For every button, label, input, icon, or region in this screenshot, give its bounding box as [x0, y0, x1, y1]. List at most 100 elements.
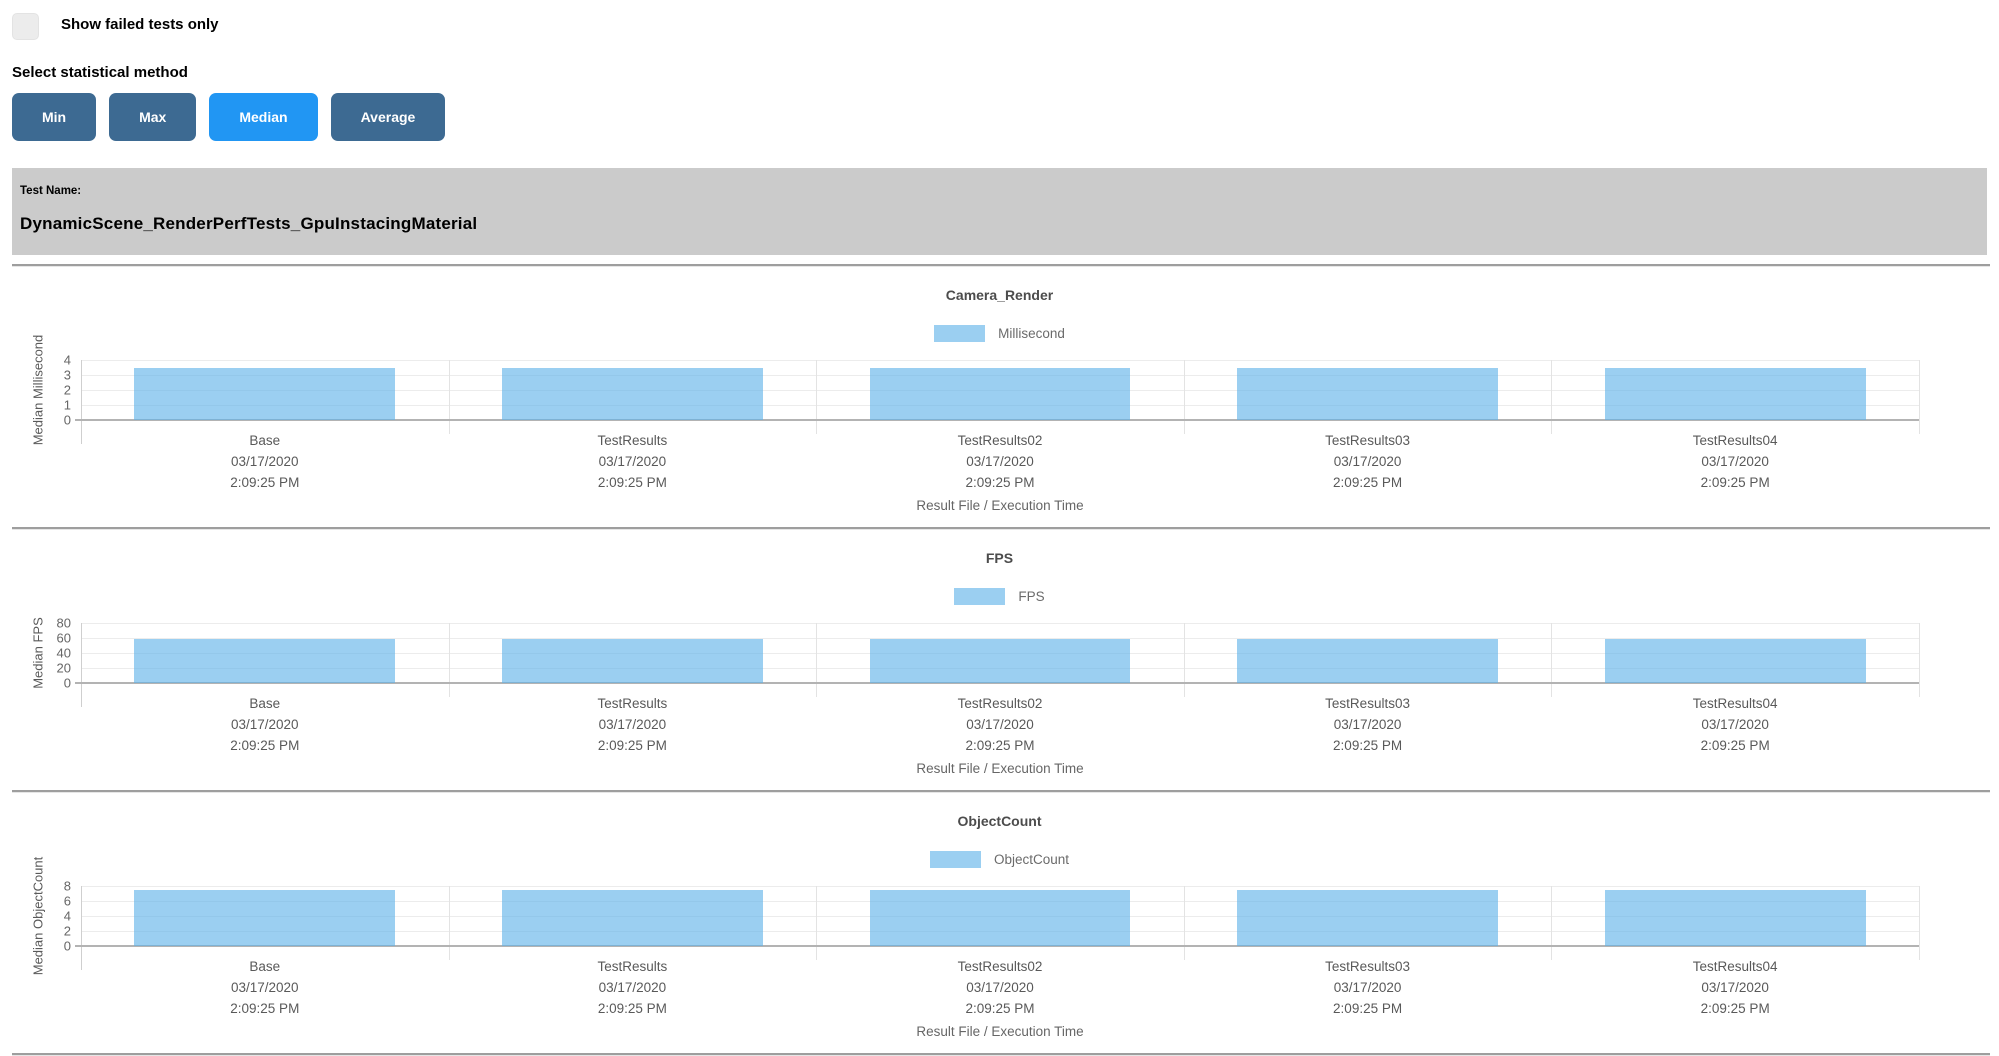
category-label: Base 03/17/2020 2:09:25 PM [230, 696, 300, 753]
bar-testresults03[interactable] [1237, 367, 1499, 420]
y-tick-label: 4 [63, 908, 71, 924]
section-divider [12, 527, 1990, 530]
category-label: TestResults02 03/17/2020 2:09:25 PM [957, 696, 1043, 753]
stat-button-average[interactable]: Average [330, 93, 446, 141]
y-axis-line [81, 886, 82, 970]
chart-canvas: Median FPS 80 60 40 20 0 [12, 616, 1987, 707]
v-gridline [448, 360, 450, 434]
legend-label: ObjectCount [993, 852, 1070, 867]
x-axis-title: Result File / Execution Time [916, 1024, 1084, 1039]
legend-swatch [954, 588, 1006, 605]
y-tick-label: 2 [63, 382, 71, 398]
v-gridline [1551, 623, 1553, 697]
chart-title: Camera_Render [945, 287, 1054, 303]
bar-testresults[interactable] [501, 367, 763, 420]
legend-label: Millisecond [998, 326, 1065, 341]
y-axis-label: Median FPS [30, 617, 46, 689]
banner-divider [12, 264, 1990, 267]
v-gridline [1919, 886, 1920, 960]
stat-method-button-group: Min Max Median Average [12, 93, 1987, 141]
v-gridline [1919, 623, 1920, 697]
y-axis-line [81, 360, 82, 444]
x-axis-title: Result File / Execution Time [916, 761, 1084, 776]
v-gridline [1551, 360, 1553, 434]
category-label: TestResults03 03/17/2020 2:09:25 PM [1325, 959, 1410, 1016]
stat-method-label: Select statistical method [12, 64, 188, 81]
v-gridline [1551, 886, 1553, 960]
test-name-label: Test Name: [20, 185, 82, 197]
charts-container: Camera_Render Millisecond Median Millise… [0, 287, 1999, 1056]
y-axis-label: Median Millisecond [30, 334, 46, 446]
y-axis-line [81, 623, 82, 707]
x-category-labels: Base 03/17/2020 2:09:25 PM TestResults 03/17… [81, 959, 1919, 1022]
y-tick-label: 4 [63, 352, 71, 368]
y-ticks: 80 60 40 20 0 [46, 616, 76, 691]
bar-testresults03[interactable] [1237, 889, 1499, 946]
chart-legend: ObjectCount [0, 851, 1999, 868]
category-label: TestResults02 03/17/2020 2:09:25 PM [957, 959, 1043, 1016]
bar-testresults[interactable] [501, 638, 763, 683]
plot-area [75, 886, 1920, 970]
chart-legend: Millisecond [0, 325, 1999, 342]
x-axis-line [75, 682, 1919, 684]
y-tick-label: 8 [63, 878, 71, 894]
category-label: TestResults 03/17/2020 2:09:25 PM [597, 696, 668, 753]
bar-testresults[interactable] [501, 889, 763, 946]
bar-testresults04[interactable] [1604, 889, 1866, 946]
bar-testresults02[interactable] [869, 889, 1131, 946]
x-axis-title: Result File / Execution Time [916, 498, 1084, 513]
bar-testresults04[interactable] [1604, 367, 1866, 420]
bar-testresults02[interactable] [869, 367, 1131, 420]
bar-testresults02[interactable] [869, 638, 1131, 683]
y-tick-label: 0 [63, 412, 71, 428]
category-label: Base 03/17/2020 2:09:25 PM [230, 959, 300, 1016]
x-category-labels: Base 03/17/2020 2:09:25 PM TestResults 03/17… [81, 696, 1919, 759]
test-name-banner: Test Name: DynamicScene_RenderPerfTests_… [12, 168, 1987, 255]
chart-legend: FPS [0, 588, 1999, 605]
y-tick-label: 0 [63, 675, 71, 691]
v-gridline [1183, 623, 1185, 697]
category-label: TestResults03 03/17/2020 2:09:25 PM [1325, 433, 1410, 490]
v-gridline [448, 886, 450, 960]
legend-label: FPS [1018, 589, 1045, 604]
legend-swatch [929, 851, 981, 868]
controls-panel: Show failed tests only Select statistica… [0, 0, 1999, 141]
bar-base[interactable] [134, 367, 396, 420]
y-tick-label: 6 [63, 893, 71, 909]
y-tick-label: 2 [63, 923, 71, 939]
category-label: TestResults03 03/17/2020 2:09:25 PM [1325, 696, 1410, 753]
y-tick-label: 3 [63, 367, 71, 383]
bar-testresults03[interactable] [1237, 638, 1499, 683]
y-tick-label: 80 [56, 615, 71, 631]
y-tick-label: 0 [63, 938, 71, 954]
y-tick-label: 40 [56, 645, 71, 661]
show-failed-checkbox[interactable] [12, 13, 39, 40]
legend-swatch [934, 325, 986, 342]
test-name-value: DynamicScene_RenderPerfTests_GpuInstacin… [20, 214, 478, 233]
y-tick-label: 1 [63, 397, 71, 413]
plot-area [75, 623, 1920, 707]
bar-base[interactable] [134, 889, 396, 946]
category-label: TestResults04 03/17/2020 2:09:25 PM [1692, 433, 1778, 490]
v-gridline [816, 360, 818, 434]
chart-section: Camera_Render Millisecond Median Millise… [0, 287, 1999, 530]
y-axis-label: Median ObjectCount [30, 856, 46, 976]
category-label: TestResults 03/17/2020 2:09:25 PM [597, 959, 668, 1016]
category-label: Base 03/17/2020 2:09:25 PM [230, 433, 300, 490]
x-axis-line [75, 419, 1919, 421]
h-gridline [81, 360, 1919, 361]
x-axis-line [75, 945, 1919, 947]
v-gridline [1919, 360, 1920, 434]
stat-button-max[interactable]: Max [109, 93, 197, 141]
show-failed-label: Show failed tests only [61, 16, 219, 33]
stat-button-median[interactable]: Median [209, 93, 318, 141]
show-failed-row: Show failed tests only [12, 13, 1987, 40]
category-label: TestResults 03/17/2020 2:09:25 PM [597, 433, 668, 490]
bar-base[interactable] [134, 638, 396, 683]
stat-button-min[interactable]: Min [12, 93, 97, 141]
bar-testresults04[interactable] [1604, 638, 1866, 683]
